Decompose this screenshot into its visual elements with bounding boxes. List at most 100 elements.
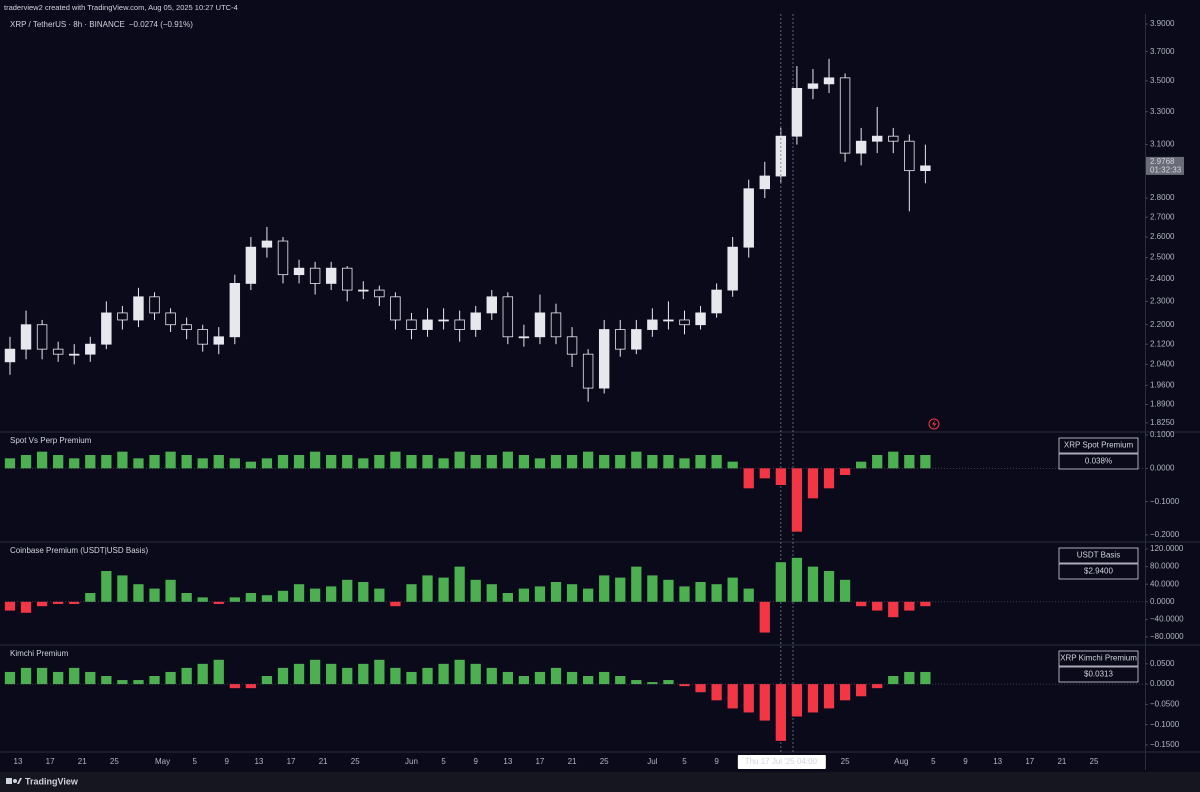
- candle-body: [117, 312, 128, 321]
- candle-body: [904, 140, 915, 172]
- y-tick-label: 120.0000: [1150, 544, 1184, 553]
- column-bar: [277, 455, 289, 469]
- candle-body: [101, 312, 112, 345]
- y-tick-label: 0.0000: [1150, 597, 1175, 606]
- column-bar: [872, 684, 883, 689]
- y-tick-label: 2.5000: [1150, 253, 1175, 262]
- column-bar: [149, 455, 160, 469]
- column-bar: [775, 562, 786, 602]
- y-tick-label: 2.2000: [1150, 320, 1175, 329]
- column-bar: [326, 663, 337, 685]
- column-bar: [358, 458, 369, 469]
- column-bar: [261, 595, 273, 602]
- candle-body: [888, 135, 899, 142]
- column-bar: [261, 676, 273, 685]
- column-bar: [888, 601, 899, 618]
- column-bar: [197, 458, 208, 469]
- column-bar: [807, 566, 819, 602]
- column-bar: [791, 557, 803, 602]
- badge-value: $0.0313: [1084, 670, 1113, 679]
- y-tick-label: −0.1000: [1150, 720, 1180, 729]
- column-bar: [438, 577, 449, 602]
- candle-body: [438, 319, 449, 322]
- candle-body: [4, 348, 16, 363]
- column-bar: [566, 671, 578, 685]
- column-bar: [582, 588, 594, 602]
- price-tag-countdown: 01:32:33: [1150, 165, 1182, 174]
- y-tick-label: 3.3000: [1150, 107, 1175, 116]
- y-tick-label: −0.1000: [1150, 497, 1180, 506]
- column-bar: [261, 458, 273, 469]
- x-tick-label: 13: [254, 757, 263, 766]
- column-bar: [245, 592, 257, 602]
- column-bar: [599, 455, 610, 469]
- column-bar: [534, 586, 546, 602]
- column-bar: [470, 579, 481, 602]
- y-tick-label: 80.0000: [1150, 562, 1179, 571]
- candle-body: [165, 312, 176, 326]
- column-bar: [422, 667, 433, 685]
- x-tick-label: 9: [473, 757, 478, 766]
- badge-value: 0.038%: [1085, 457, 1112, 466]
- y-tick-label: 0.1000: [1150, 430, 1175, 439]
- column-bar: [550, 667, 562, 685]
- column-bar: [36, 667, 48, 685]
- column-bar: [663, 455, 674, 469]
- column-bar: [791, 468, 803, 532]
- column-bar: [502, 592, 513, 602]
- column-bar: [775, 468, 786, 485]
- y-tick-label: −0.2000: [1150, 530, 1180, 539]
- candle-body: [358, 289, 369, 292]
- y-tick-label: 40.0000: [1150, 579, 1179, 588]
- column-bar: [454, 451, 465, 469]
- column-bar: [229, 684, 240, 689]
- column-bar: [695, 684, 706, 693]
- badge-value-box: [1058, 453, 1139, 470]
- column-bar: [117, 680, 128, 685]
- column-bar: [856, 461, 867, 469]
- column-bar: [309, 588, 321, 602]
- column-bar: [631, 566, 642, 602]
- column-bar: [438, 458, 449, 469]
- column-bar: [406, 455, 417, 469]
- column-bar: [406, 671, 417, 685]
- candle-body: [695, 312, 706, 326]
- column-bar: [53, 455, 64, 469]
- column-bar: [679, 586, 690, 602]
- column-bar: [615, 676, 626, 685]
- column-bar: [181, 592, 192, 602]
- y-tick-label: 1.8900: [1150, 400, 1175, 409]
- candle-body: [823, 77, 835, 85]
- candle-body: [277, 240, 289, 276]
- column-bar: [711, 584, 722, 602]
- x-tick-label: 21: [1057, 757, 1066, 766]
- column-bar: [390, 601, 401, 607]
- column-bar: [229, 597, 240, 602]
- column-bar: [197, 663, 208, 685]
- column-bar: [4, 601, 16, 611]
- column-bar: [663, 680, 674, 685]
- column-bar: [695, 455, 706, 469]
- x-tick-label: May: [155, 757, 170, 766]
- column-bar: [759, 601, 770, 633]
- candle-body: [342, 267, 353, 291]
- column-bar: [117, 451, 128, 469]
- y-tick-label: 2.0400: [1150, 359, 1175, 368]
- y-tick-label: 2.1200: [1150, 339, 1175, 348]
- candle-body: [871, 135, 883, 142]
- column-bar: [358, 663, 369, 685]
- candle-body: [775, 135, 787, 177]
- column-bar: [775, 684, 786, 741]
- column-bar: [872, 455, 883, 469]
- column-bar: [293, 584, 305, 602]
- pane-title: Kimchi Premium: [10, 649, 69, 658]
- column-bar: [759, 684, 770, 721]
- chart-change: −0.0274 (−0.91%): [129, 20, 193, 29]
- candle-body: [920, 165, 931, 172]
- x-tick-label: 25: [351, 757, 360, 766]
- column-bar: [454, 659, 465, 685]
- x-tick-label: 5: [931, 757, 936, 766]
- column-bar: [133, 458, 144, 469]
- column-bar: [326, 586, 337, 602]
- column-bar: [727, 461, 738, 469]
